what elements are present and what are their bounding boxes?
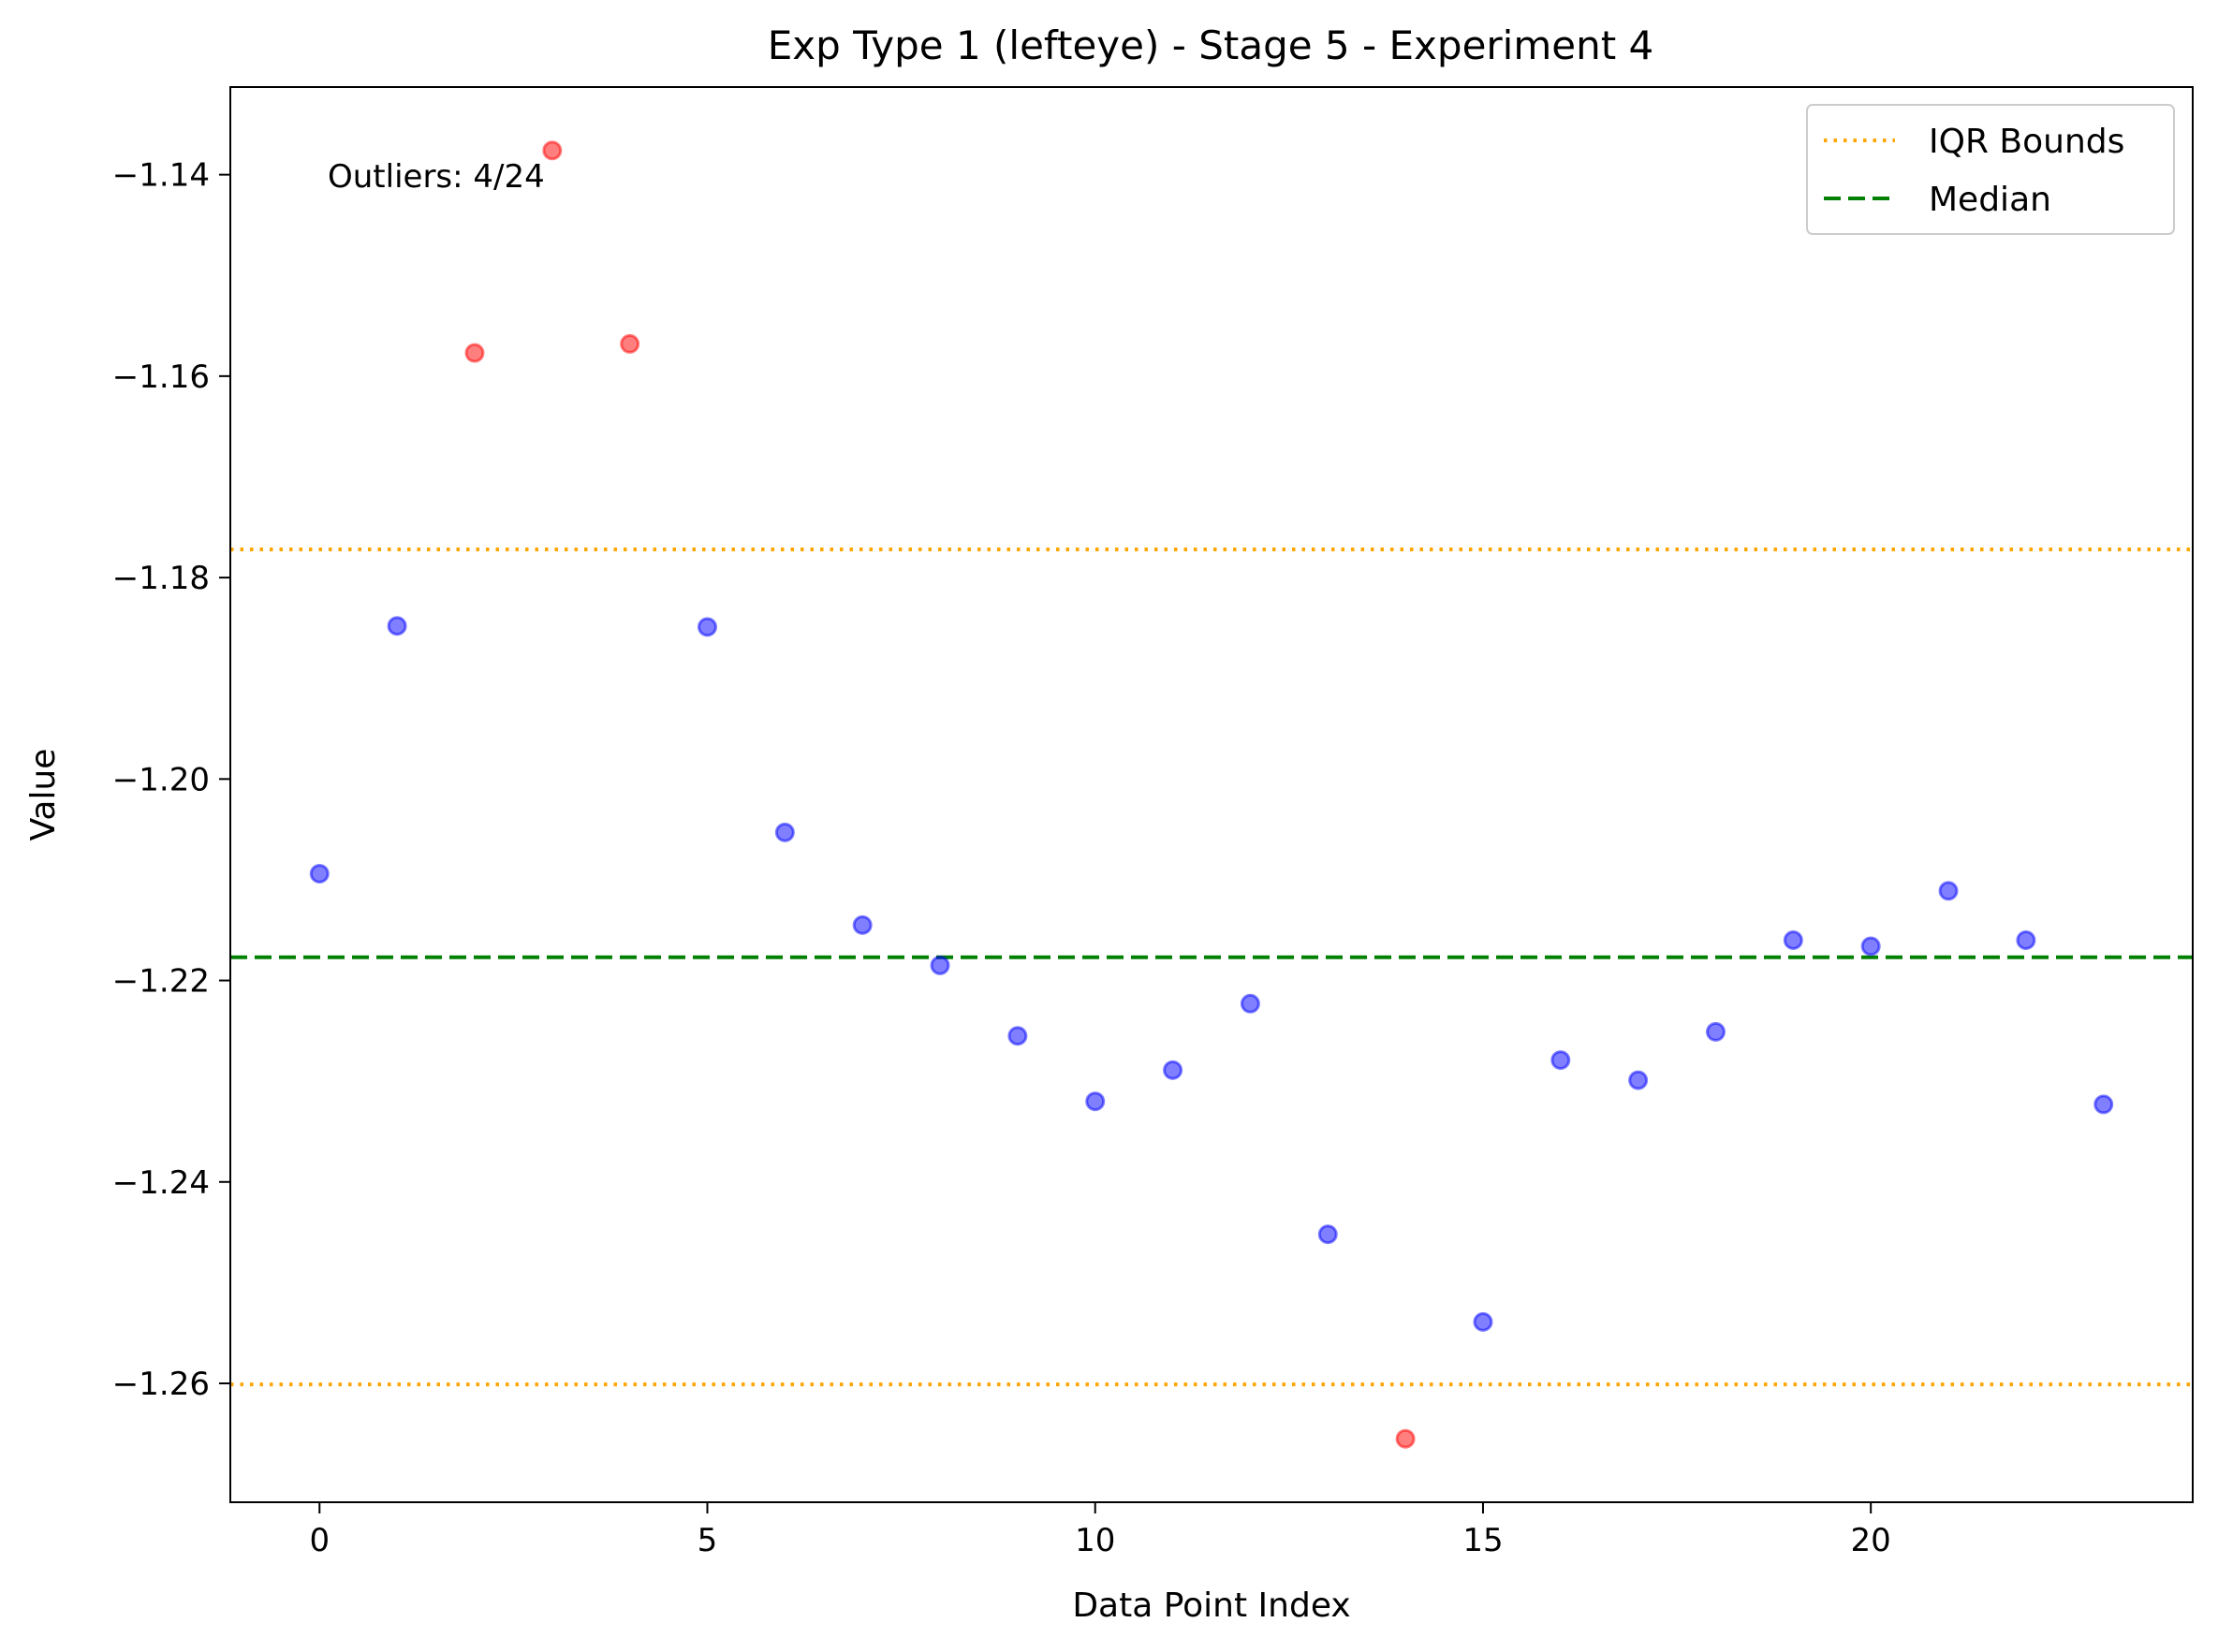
reference-lines xyxy=(230,547,2193,1387)
data-point xyxy=(1938,881,1959,901)
data-point xyxy=(1085,1091,1106,1112)
x-tick-label: 5 xyxy=(698,1522,718,1559)
data-point xyxy=(1317,1224,1338,1245)
data-point xyxy=(309,863,330,884)
chart-title: Exp Type 1 (lefteye) - Stage 5 - Experim… xyxy=(768,22,1654,68)
legend: IQR Bounds Median xyxy=(1806,104,2175,235)
x-tick-label: 20 xyxy=(1851,1522,1891,1559)
y-axis-ticks: −1.26 −1.24 −1.22 −1.20 −1.18 −1.16 −1.14 xyxy=(112,157,230,1403)
data-point xyxy=(1007,1026,1028,1046)
x-tick-label: 15 xyxy=(1462,1522,1503,1559)
x-tick-label: 10 xyxy=(1075,1522,1115,1559)
outlier-point xyxy=(464,343,485,363)
legend-label: IQR Bounds xyxy=(1929,123,2124,161)
y-tick-label: −1.24 xyxy=(112,1164,210,1202)
outlier-point xyxy=(620,333,640,354)
data-point xyxy=(1705,1021,1726,1042)
data-point xyxy=(2016,930,2036,951)
data-point xyxy=(852,914,873,935)
legend-box xyxy=(1806,104,2175,235)
data-point xyxy=(774,822,795,842)
x-axis-ticks: 0 5 10 15 20 xyxy=(309,1502,1891,1559)
plot-area-frame xyxy=(229,86,2194,1503)
data-point xyxy=(930,955,950,975)
y-tick-label: −1.26 xyxy=(112,1366,210,1403)
y-tick-label: −1.16 xyxy=(112,358,210,396)
data-point xyxy=(1473,1311,1493,1332)
data-point xyxy=(2093,1094,2114,1115)
data-point xyxy=(1860,936,1881,957)
data-point xyxy=(387,616,407,636)
x-axis-label: Data Point Index xyxy=(1072,1586,1350,1625)
outlier-count-annotation: Outliers: 4/24 xyxy=(328,158,545,196)
y-tick-label: −1.22 xyxy=(112,963,210,1001)
y-tick-label: −1.18 xyxy=(112,560,210,597)
data-point xyxy=(1163,1060,1183,1080)
data-point xyxy=(1628,1070,1649,1090)
outlier-point xyxy=(1395,1428,1416,1449)
outlier-point xyxy=(542,140,563,161)
data-point xyxy=(1550,1050,1571,1071)
data-point xyxy=(1240,993,1260,1014)
legend-label: Median xyxy=(1929,181,2051,219)
data-point xyxy=(1783,930,1803,951)
y-tick-label: −1.14 xyxy=(112,157,210,195)
y-tick-label: −1.20 xyxy=(112,761,210,798)
y-axis-label: Value xyxy=(24,749,63,841)
data-points xyxy=(309,140,2114,1449)
x-tick-label: 0 xyxy=(309,1522,330,1559)
data-point xyxy=(698,617,718,637)
